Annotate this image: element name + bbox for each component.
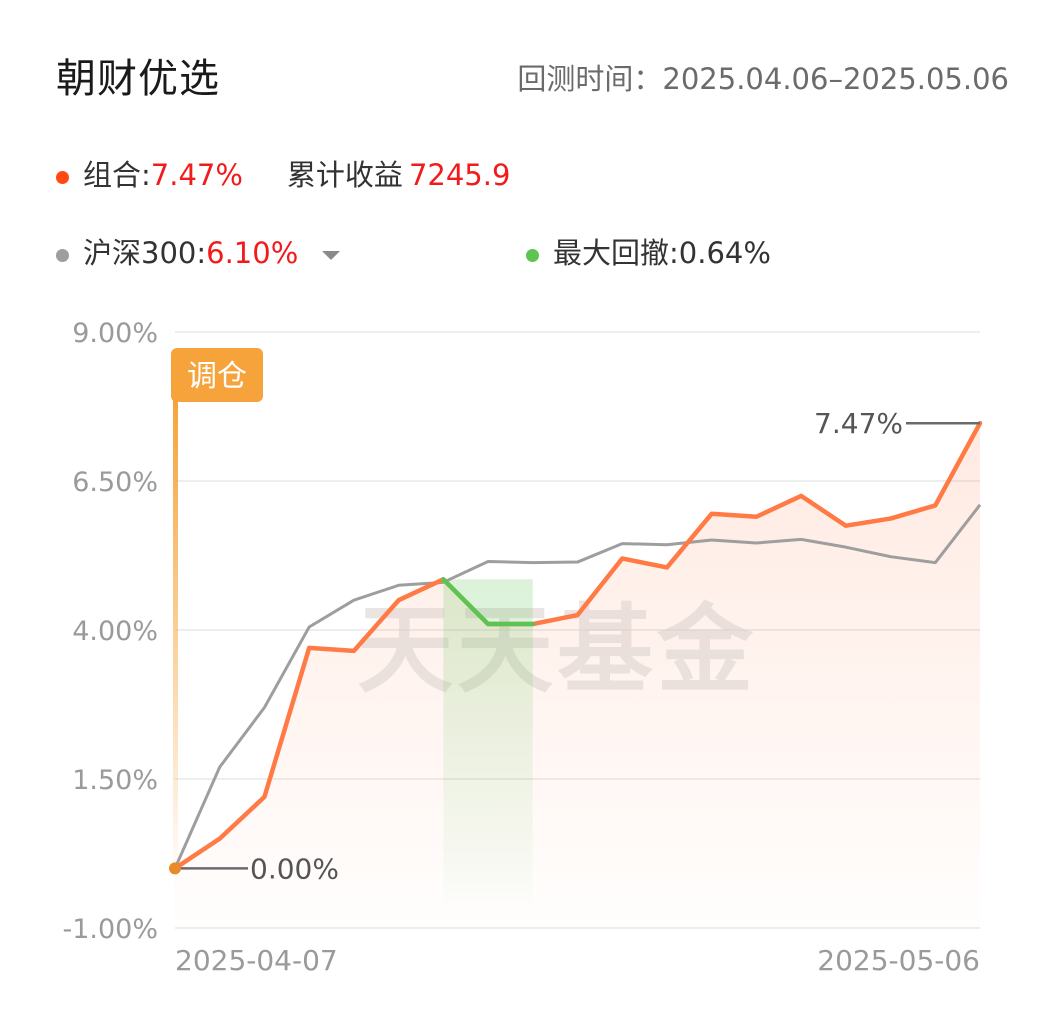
drawdown-value: 0.64%: [678, 236, 771, 270]
backtest-period-value: 2025.04.06–2025.05.06: [662, 62, 1009, 96]
y-tick-label: 6.50%: [72, 467, 158, 498]
benchmark-dot-icon: [56, 248, 69, 262]
value-labels: 0.00% 7.47%: [169, 407, 980, 885]
x-tick-label: 2025-05-06: [817, 944, 980, 977]
legend-drawdown: 最大回撤:0.64%: [526, 230, 771, 272]
benchmark-label: 沪深300:: [83, 236, 207, 270]
y-tick-label: -1.00%: [62, 914, 158, 945]
page-title: 朝财优选: [56, 56, 220, 102]
dropdown-caret-icon[interactable]: [322, 250, 341, 260]
rebalance-tag-label[interactable]: 调仓: [187, 359, 247, 394]
y-tick-label: 9.00%: [72, 318, 158, 349]
benchmark-line: [173, 503, 982, 870]
rebalance-marker[interactable]: 调仓: [171, 348, 263, 888]
benchmark-value: 6.10%: [206, 236, 299, 270]
x-tick-label: 2025-04-07: [175, 944, 338, 977]
y-tick-label: 1.50%: [72, 765, 158, 796]
portfolio-area: [175, 423, 980, 928]
legend-benchmark[interactable]: 沪深300:6.10%: [56, 230, 341, 272]
drawdown-dot-icon: [526, 248, 539, 262]
watermark: 天天基金: [357, 593, 757, 706]
start-value-label: 0.00%: [250, 852, 339, 885]
drawdown-band-fill: [443, 579, 533, 903]
backtest-period-label: 回测时间：: [517, 62, 663, 96]
portfolio-value: 7.47%: [150, 158, 243, 192]
cumulative-label: 累计收益: [286, 158, 403, 192]
drawdown-band: [443, 579, 533, 903]
end-value-label: 7.47%: [814, 407, 903, 440]
y-tick-label: 4.00%: [72, 616, 158, 647]
drawdown-label: 最大回撤:: [553, 236, 679, 270]
y-axis-ticks: 9.00% 6.50% 4.00% 1.50% -1.00%: [62, 318, 158, 945]
portfolio-area-fill: [175, 423, 980, 928]
rebalance-line: [173, 395, 178, 888]
drawdown-line: [441, 577, 536, 627]
portfolio-line: [172, 420, 983, 871]
rebalance-tag[interactable]: [171, 348, 263, 402]
x-axis-ticks: 2025-04-07 2025-05-06: [175, 944, 980, 977]
cumulative-value: 7245.9: [408, 158, 511, 192]
portfolio-dot-icon: [56, 170, 69, 184]
legend-portfolio: 组合:7.47% 累计收益 7245.9: [56, 152, 510, 194]
backtest-period: 回测时间：2025.04.06–2025.05.06: [517, 56, 1009, 98]
series-lines: [172, 420, 983, 871]
start-point: [169, 862, 181, 875]
portfolio-label: 组合:: [83, 158, 151, 192]
